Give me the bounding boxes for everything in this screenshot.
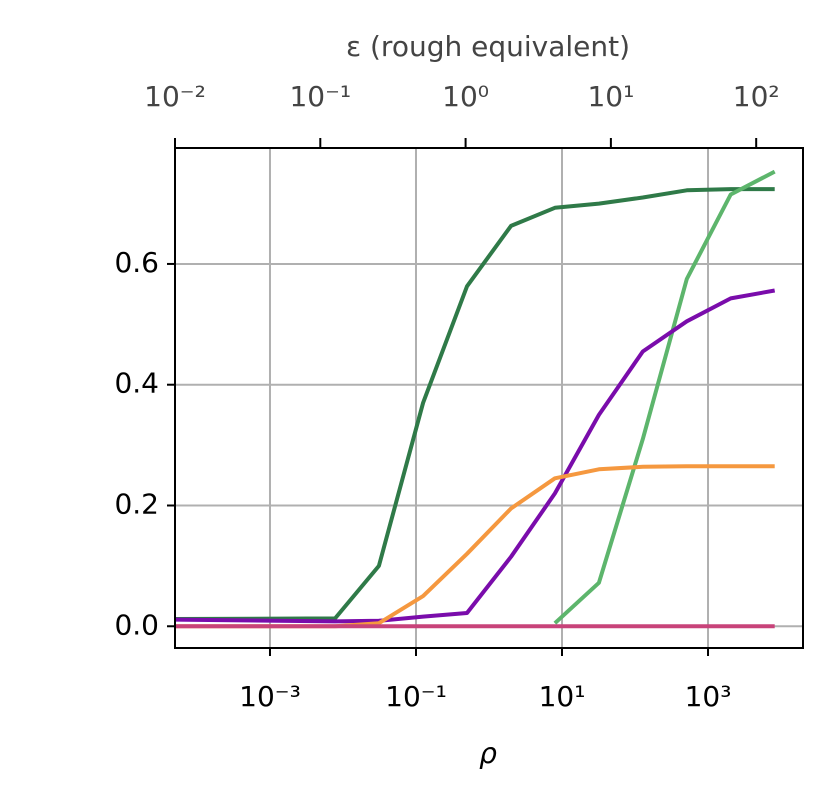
series-line xyxy=(175,187,775,621)
plot-frame xyxy=(174,147,804,649)
x-tick-label: 10⁻¹ xyxy=(385,680,447,713)
y-tick-label: 0.4 xyxy=(114,367,159,400)
x2-tick-label: 10⁻¹ xyxy=(289,80,351,113)
x-tick-label: 10¹ xyxy=(539,680,586,713)
series-line xyxy=(175,288,776,624)
y-tick-label: 0.6 xyxy=(114,246,159,279)
x-axis-label: ρ xyxy=(479,737,497,770)
x2-tick-label: 10⁰ xyxy=(442,80,489,113)
series-line xyxy=(175,464,775,629)
y-tick-label: 0.2 xyxy=(114,487,159,520)
x2-axis-label: ε (rough equivalent) xyxy=(346,30,630,63)
x-tick-label: 10⁻³ xyxy=(239,680,301,713)
x2-tick-label: 10⁻² xyxy=(144,80,206,113)
x2-tick-label: 10¹ xyxy=(587,80,634,113)
x-tick-label: 10³ xyxy=(685,680,732,713)
x2-tick-label: 10² xyxy=(733,80,780,113)
y-tick-label: 0.0 xyxy=(114,608,159,641)
series-line xyxy=(553,169,776,625)
